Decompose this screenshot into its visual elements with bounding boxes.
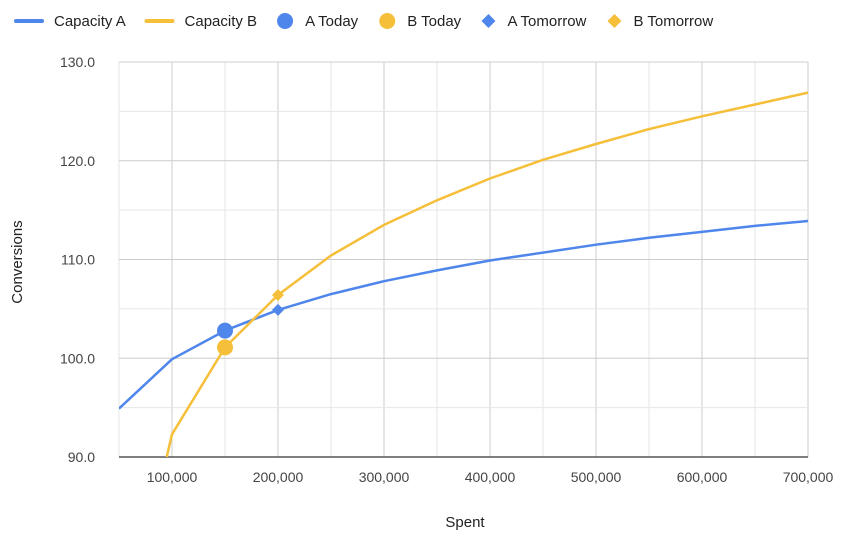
y-axis: 90.0 100.0 110.0 120.0 130.0	[60, 54, 95, 465]
y-tick-label: 110.0	[61, 252, 95, 268]
x-tick-label: 500,000	[571, 469, 622, 485]
series-markers	[217, 289, 284, 356]
x-axis: 100,000 200,000 300,000 400,000 500,000 600,0…	[147, 469, 834, 485]
legend: Capacity A Capacity B A Today B Today A Tomo…	[14, 13, 713, 30]
y-axis-title: Conversions	[9, 220, 26, 303]
point-a-today	[217, 322, 233, 339]
legend-label: A Tomorrow	[507, 13, 586, 30]
x-tick-label: 600,000	[677, 469, 728, 485]
y-tick-label: 120.0	[60, 153, 95, 169]
legend-item-b-today: B Today	[379, 13, 462, 30]
legend-item-capacity-b: Capacity B	[144, 13, 258, 30]
legend-label: B Today	[407, 13, 461, 30]
legend-circle-icon	[379, 13, 396, 29]
x-tick-label: 300,000	[359, 469, 410, 485]
y-tick-label: 90.0	[68, 449, 95, 465]
legend-item-b-tomorrow: B Tomorrow	[607, 13, 713, 30]
point-a-tomorrow	[272, 303, 284, 316]
series-line-capacity-a	[119, 219, 809, 410]
x-tick-label: 400,000	[465, 469, 516, 485]
x-tick-label: 100,000	[147, 469, 198, 485]
legend-diamond-icon	[481, 14, 496, 28]
y-tick-label: 100.0	[60, 350, 95, 366]
legend-label: A Today	[305, 13, 359, 30]
point-b-tomorrow	[272, 289, 284, 302]
legend-item-capacity-a: Capacity A	[14, 13, 126, 30]
series-lines	[119, 91, 809, 457]
legend-circle-icon	[277, 13, 294, 29]
x-axis-title: Spent	[445, 514, 485, 531]
legend-diamond-icon	[607, 14, 622, 28]
x-tick-label: 200,000	[253, 469, 304, 485]
legend-label: B Tomorrow	[633, 13, 713, 30]
series-line-capacity-b	[165, 91, 809, 457]
legend-label: Capacity A	[54, 13, 126, 30]
series-layer	[119, 91, 809, 457]
x-tick-label: 700,000	[783, 469, 834, 485]
grid	[118, 61, 809, 458]
point-b-today	[217, 339, 233, 356]
legend-item-a-tomorrow: A Tomorrow	[481, 13, 587, 30]
legend-item-a-today: A Today	[277, 13, 359, 30]
y-tick-label: 130.0	[60, 54, 95, 70]
legend-label: Capacity B	[185, 13, 258, 30]
